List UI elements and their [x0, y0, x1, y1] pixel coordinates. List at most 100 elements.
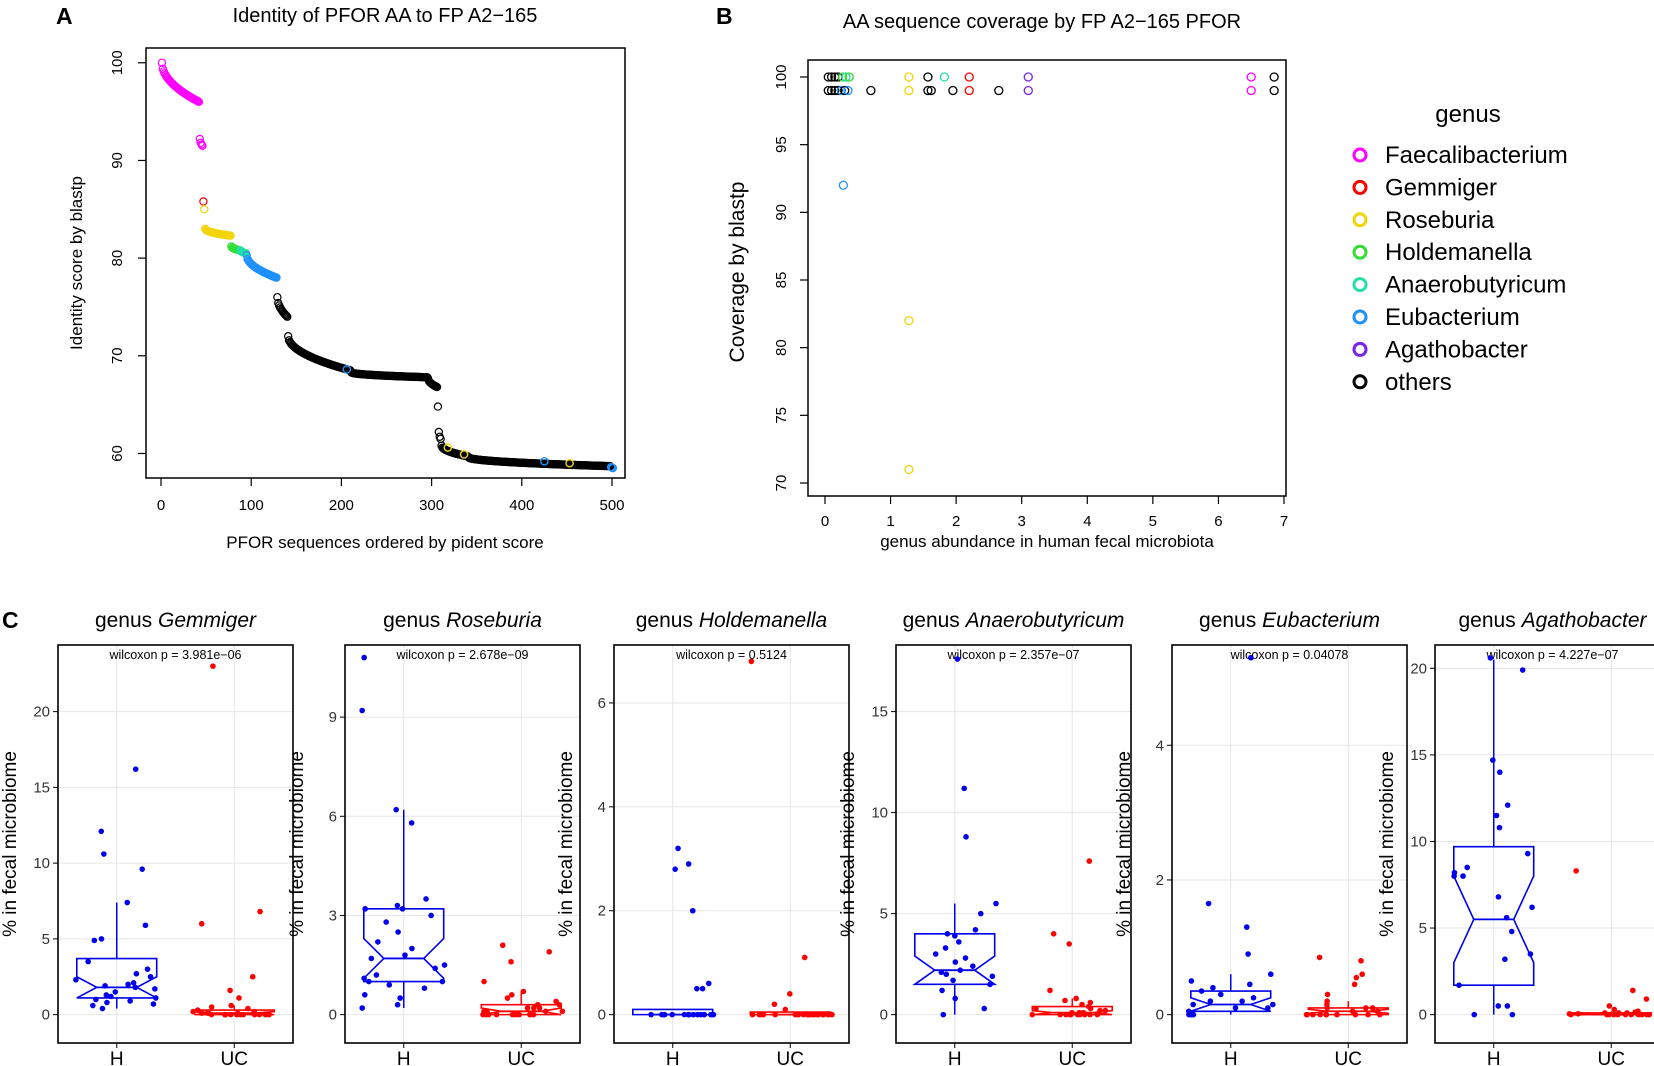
panel-c: C genus Gemmiger wilcoxon p = 3.981e−06 0 5… — [0, 607, 1654, 1066]
data-point — [681, 1011, 688, 1018]
panel-b: B AA sequence coverage by FP A2−165 PFOR… — [716, 3, 1568, 551]
data-point — [540, 456, 549, 466]
data-point — [981, 1005, 988, 1012]
data-point — [262, 1011, 269, 1018]
x-tick-label: 6 — [1214, 513, 1222, 530]
y-tick-label: 2 — [1156, 872, 1164, 889]
data-point — [1624, 1010, 1630, 1016]
data-point — [198, 1010, 205, 1016]
data-point — [1023, 72, 1033, 82]
y-axis-label: % in fecal microbiome — [1114, 751, 1135, 937]
data-point — [132, 766, 139, 772]
data-point — [90, 1002, 96, 1009]
data-point — [782, 1006, 789, 1013]
data-point — [198, 141, 207, 150]
data-point — [152, 986, 158, 992]
data-point — [199, 197, 208, 206]
panel-b-y-axis-label: Coverage by blastp — [726, 182, 749, 363]
data-point — [1369, 1005, 1376, 1011]
data-point — [103, 992, 110, 998]
data-point — [1324, 998, 1330, 1004]
data-point — [257, 908, 263, 915]
y-tick-label: 100 — [109, 50, 126, 75]
y-tick-label: 20 — [33, 704, 50, 721]
y-tick-label: 60 — [109, 445, 126, 462]
data-point — [1334, 1011, 1340, 1018]
data-point — [1246, 981, 1253, 988]
data-point — [559, 1008, 566, 1015]
panel-label-c: C — [2, 607, 19, 633]
data-point — [130, 980, 137, 986]
data-point — [1304, 1011, 1310, 1018]
legend-marker — [1352, 212, 1368, 228]
data-point — [150, 1001, 157, 1007]
y-axis-label: % in fecal microbiome — [838, 751, 859, 937]
data-point — [833, 85, 843, 96]
data-point — [153, 995, 159, 1001]
p-value-label: wilcoxon p = 2.678e−09 — [395, 648, 528, 662]
x-tick-label: H — [1487, 1049, 1501, 1066]
data-point — [227, 987, 233, 994]
data-point — [197, 140, 206, 149]
x-tick-label: 500 — [599, 497, 624, 514]
data-point — [970, 963, 976, 969]
x-tick-label: 7 — [1280, 513, 1288, 530]
data-point — [383, 919, 389, 925]
legend-label: Faecalibacterium — [1385, 142, 1568, 169]
data-point — [701, 1011, 708, 1018]
x-tick-label: 100 — [239, 497, 264, 514]
boxplot-gemmiger: genus Gemmiger wilcoxon p = 3.981e−06 0 5 10… — [0, 609, 294, 1066]
x-tick-label: UC — [777, 1049, 804, 1066]
data-point — [373, 972, 380, 978]
legend-marker — [1352, 309, 1368, 325]
data-point — [127, 998, 133, 1004]
data-point — [1519, 667, 1526, 673]
data-point — [932, 951, 939, 957]
data-point — [1471, 1011, 1478, 1018]
data-point — [1460, 873, 1466, 879]
panel-label-a: A — [56, 3, 73, 29]
y-tick-label: 0 — [1419, 1007, 1427, 1024]
x-tick-label: 5 — [1149, 513, 1157, 530]
y-tick-label: 90 — [109, 152, 126, 169]
legend-marker — [1352, 341, 1368, 357]
x-tick-label: UC — [1598, 1049, 1625, 1066]
data-point — [772, 1011, 778, 1018]
data-point — [280, 309, 289, 319]
data-point — [1102, 1007, 1109, 1014]
data-point — [1509, 1011, 1516, 1018]
data-point — [705, 980, 712, 987]
y-tick-label: 10 — [1410, 833, 1427, 850]
legend-label: others — [1385, 369, 1452, 396]
data-point — [801, 954, 808, 961]
data-point — [1185, 1008, 1192, 1015]
data-point — [283, 312, 292, 321]
data-point — [484, 1008, 490, 1015]
data-point — [1267, 971, 1274, 978]
data-point — [108, 993, 114, 1000]
p-value-label: wilcoxon p = 0.5124 — [675, 648, 787, 662]
data-point — [394, 1001, 401, 1008]
data-point — [787, 991, 793, 997]
data-point — [1323, 1011, 1329, 1018]
data-point — [1566, 1010, 1573, 1017]
y-tick-label: 5 — [1419, 920, 1427, 937]
data-point — [226, 231, 235, 240]
data-point — [1635, 1008, 1641, 1014]
data-point — [509, 1011, 516, 1018]
data-point — [272, 273, 281, 282]
y-tick-label: 80 — [109, 250, 126, 267]
data-point — [957, 967, 964, 973]
data-point — [807, 1011, 814, 1018]
data-point — [1050, 931, 1057, 937]
panel-label-b: B — [716, 3, 733, 29]
y-tick-label: 4 — [598, 799, 606, 816]
data-point — [516, 1011, 522, 1018]
data-point — [841, 72, 851, 82]
x-tick-label: H — [110, 1049, 124, 1066]
data-point — [227, 1011, 234, 1018]
data-point — [840, 85, 850, 96]
y-tick-label: 20 — [1410, 660, 1427, 677]
data-point — [399, 906, 406, 912]
data-point — [1358, 957, 1364, 964]
